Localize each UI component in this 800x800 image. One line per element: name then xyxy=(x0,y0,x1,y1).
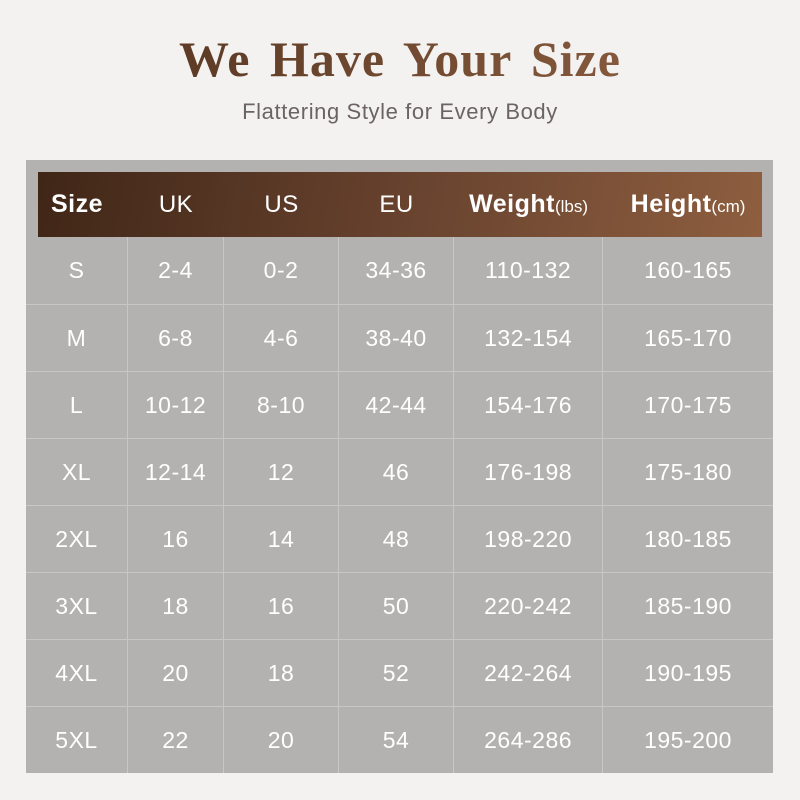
header-unit: (lbs) xyxy=(554,197,589,216)
table-cell: 16 xyxy=(224,573,340,639)
table-cell: 180-185 xyxy=(644,525,732,552)
table-cell: 42-44 xyxy=(339,372,455,438)
table-cell: 242-264 xyxy=(454,640,604,706)
table-cell: 16 xyxy=(128,506,225,572)
size-cell: 4XL xyxy=(26,640,129,706)
table-cell: 170-175 xyxy=(644,391,732,418)
table-cell: 154-176 xyxy=(454,372,604,438)
table-row: L 10-12 8-10 42-44 154-176 170-175 xyxy=(26,371,773,438)
table-cell: 38-40 xyxy=(339,305,455,371)
header-cell-eu: EU xyxy=(339,191,454,219)
header-label: UK xyxy=(158,190,194,218)
table-cell: 0-2 xyxy=(224,237,340,304)
size-cell: 5XL xyxy=(26,707,129,773)
size-cell: 3XL xyxy=(26,573,129,639)
page-subtitle: Flattering Style for Every Body xyxy=(242,99,558,124)
table-cell: 175-180 xyxy=(644,458,732,485)
table-cell: 110-132 xyxy=(454,237,604,304)
table-row: 3XL 18 16 50 220-242 185-190 xyxy=(26,572,773,639)
table-cell: 190-195 xyxy=(644,659,732,686)
header-cell-height: Height (cm) xyxy=(603,190,773,219)
table-cell: 50 xyxy=(339,573,455,639)
table-row: 4XL 20 18 52 242-264 190-195 xyxy=(26,639,773,706)
header-label: Size xyxy=(51,190,104,218)
table-cell: 165-170 xyxy=(644,324,732,351)
table-row: 5XL 22 20 54 264-286 195-200 xyxy=(26,706,773,773)
table-row: 2XL 16 14 48 198-220 180-185 xyxy=(26,505,773,572)
table-cell: 14 xyxy=(224,506,340,572)
header-label: Height xyxy=(630,190,712,218)
header-unit: (cm) xyxy=(711,197,746,216)
table-cell: 176-198 xyxy=(454,439,604,505)
table-body: S 2-4 0-2 34-36 110-132 160-165 M 6-8 4-6 38-40 13… xyxy=(26,237,773,773)
table-cell: 48 xyxy=(339,506,455,572)
size-cell: 2XL xyxy=(26,506,129,572)
table-cell: 52 xyxy=(339,640,455,706)
header-label: Weight xyxy=(469,190,555,218)
table-cell: 22 xyxy=(128,707,225,773)
table-cell: 12 xyxy=(224,439,340,505)
table-cell: 8-10 xyxy=(224,372,340,438)
table-header-row: Size UK US EU Weight (lbs) Height (cm) xyxy=(26,172,773,237)
table-cell: 46 xyxy=(339,439,455,505)
table-cell: 264-286 xyxy=(454,707,604,773)
header-label: EU xyxy=(379,190,414,218)
table-cell: 10-12 xyxy=(128,372,225,438)
table-cell: 132-154 xyxy=(454,305,604,371)
table-cell: 20 xyxy=(128,640,225,706)
table-cell: 6-8 xyxy=(128,305,225,371)
size-cell: XL xyxy=(26,439,129,505)
table-cell: 198-220 xyxy=(454,506,604,572)
table-row: M 6-8 4-6 38-40 132-154 165-170 xyxy=(26,304,773,371)
table-cell: 2-4 xyxy=(128,237,225,304)
table-cell: 160-165 xyxy=(644,257,732,283)
size-chart-table: Size UK US EU Weight (lbs) Height (cm) S 2-4 0-2 3… xyxy=(26,160,773,773)
header-cell-size: Size xyxy=(26,190,128,219)
table-row: XL 12-14 12 46 176-198 175-180 xyxy=(26,438,773,505)
table-cell: 54 xyxy=(339,707,455,773)
header-cell-weight: Weight (lbs) xyxy=(454,190,603,219)
page-title: We Have Your Size xyxy=(0,30,800,88)
header-cell-uk: UK xyxy=(128,191,224,219)
table-cell: 18 xyxy=(128,573,225,639)
table-cell: 34-36 xyxy=(339,237,455,304)
table-cell: 220-242 xyxy=(454,573,604,639)
size-cell: M xyxy=(26,305,129,371)
table-cell: 195-200 xyxy=(644,726,732,753)
table-cell: 12-14 xyxy=(128,439,225,505)
table-header-bar: Size UK US EU Weight (lbs) Height (cm) xyxy=(38,172,762,237)
header-cell-us: US xyxy=(224,191,339,219)
table-cell: 185-190 xyxy=(644,592,732,619)
size-cell: L xyxy=(26,372,129,438)
table-cell: 18 xyxy=(224,640,340,706)
table-cell: 20 xyxy=(224,707,340,773)
table-cell: 4-6 xyxy=(224,305,340,371)
table-row: S 2-4 0-2 34-36 110-132 160-165 xyxy=(26,237,773,304)
size-cell: S xyxy=(26,237,129,304)
header-label: US xyxy=(264,190,299,218)
